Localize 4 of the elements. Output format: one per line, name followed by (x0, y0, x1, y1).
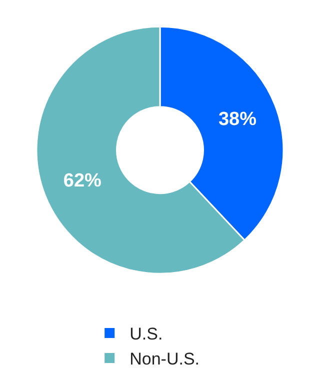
data-label: 38% (218, 108, 257, 130)
legend-label: Non-U.S. (130, 350, 200, 369)
legend-label: U.S. (130, 324, 163, 344)
data-label: 62% (63, 170, 102, 192)
